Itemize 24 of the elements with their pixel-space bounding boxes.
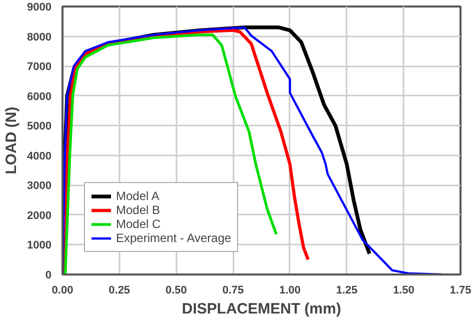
x-tick-label: 0.00	[52, 284, 74, 296]
legend-label: Model A	[116, 189, 160, 203]
x-tick-label: 1.00	[279, 284, 301, 296]
y-tick-label: 6000	[27, 90, 52, 103]
x-tick-label: 1.75	[450, 284, 472, 296]
y-tick-label: 9000	[27, 2, 52, 14]
x-tick-label: 1.25	[336, 284, 358, 296]
x-tick-label: 0.75	[222, 284, 244, 296]
y-tick-label: 5000	[27, 120, 52, 133]
x-tick-label: 0.25	[108, 284, 130, 296]
y-tick-label: 2000	[27, 210, 52, 222]
x-tick-label: 1.50	[392, 284, 414, 296]
y-tick-label: 4000	[27, 150, 52, 162]
y-axis-title: LOAD (N)	[3, 106, 20, 174]
y-tick-label: 1000	[27, 240, 52, 252]
y-tick-label: 0	[45, 270, 52, 282]
y-tick-label: 7000	[27, 61, 52, 74]
legend-label: Model B	[116, 203, 160, 217]
y-tick-label: 3000	[27, 180, 52, 192]
y-tick-label: 8000	[27, 31, 52, 44]
legend-label: Experiment - Average	[116, 231, 232, 245]
x-axis-title: DISPLACEMENT (mm)	[182, 300, 342, 318]
x-tick-label: 0.50	[166, 284, 187, 296]
legend-label: Model C	[116, 217, 161, 231]
